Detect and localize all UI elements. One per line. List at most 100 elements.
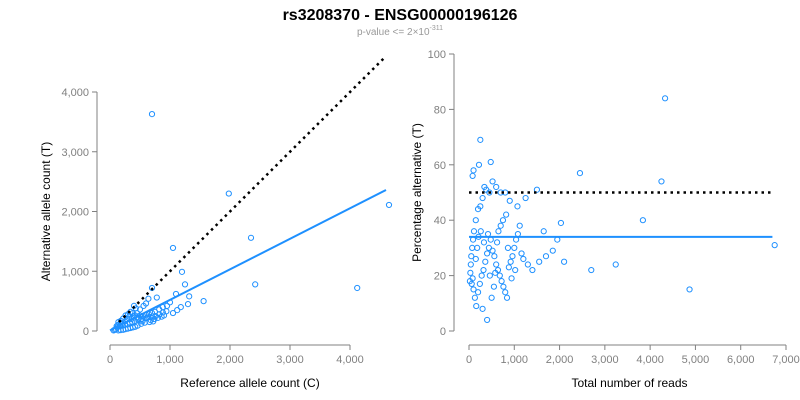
data-point [150,318,157,325]
data-point [561,258,568,265]
data-point [483,186,490,193]
x-tick-label: 6,000 [727,354,755,366]
data-point [148,309,156,317]
data-point [474,206,482,213]
data-point [495,228,502,235]
data-point [529,266,536,274]
y-tick-label: 3,000 [61,147,89,159]
data-point [476,280,483,288]
data-point [503,211,510,218]
data-point [152,312,159,320]
data-point [512,266,519,274]
data-point [473,302,480,310]
data-point [468,253,475,260]
data-point [612,261,619,268]
x-tick-label: 4,000 [336,354,364,366]
x-axis-label: Reference allele count (C) [180,376,319,390]
data-point [505,264,512,271]
fit-line [109,189,387,332]
y-tick-label: 4,000 [61,87,89,99]
data-point [470,167,477,174]
data-point [469,275,476,282]
x-tick-label: 0 [466,354,472,366]
data-point [540,228,547,235]
data-point [509,253,516,260]
data-point [385,201,393,209]
data-point [471,294,478,301]
data-point [489,178,496,185]
data-point [163,308,170,315]
data-point [177,304,184,311]
data-point [252,281,259,288]
data-point [491,253,498,260]
data-point [467,261,474,268]
subtitle-exponent: -311 [430,25,444,32]
data-point [533,186,541,193]
data-point [493,261,500,268]
x-tick-label: 5,000 [682,354,710,366]
data-point [502,289,509,296]
y-tick-label: 20 [434,271,446,283]
data-point [469,172,476,179]
data-point [484,316,491,324]
data-point [247,234,255,241]
data-point [140,302,147,310]
y-tick-label: 2,000 [61,207,89,219]
data-point [686,286,693,293]
y-axis-label: Percentage alternative (T) [410,123,424,262]
scatter-panel-percentage: 0 1,000 2,000 3,000 4,000 5,000 6,000 7,000 Tota… [410,49,800,390]
data-point [159,309,166,316]
data-point [174,306,181,314]
x-tick-label: 3,000 [591,354,619,366]
x-tick-label: 2,000 [216,354,244,366]
x-axis-label: Total number of reads [571,376,687,390]
data-point [520,255,527,263]
data-point [469,244,476,251]
data-point [184,301,192,308]
data-point [478,272,485,279]
y-tick-label: 0 [440,326,446,338]
x-tick-label: 1,000 [156,354,184,366]
data-point [516,222,523,229]
figure-subtitle: p-value <= 2×10-311 [357,25,443,38]
data-point [557,219,565,227]
data-point [482,258,489,265]
data-point [480,266,487,274]
reference-line [118,55,387,323]
data-point [186,293,193,300]
data-point [496,272,503,279]
x-tick-label: 2,000 [546,354,574,366]
data-point [507,258,514,265]
figure-title: rs3208370 - ENSG00000196126 [283,7,518,24]
y-tick-label: 1,000 [61,266,89,278]
data-point [480,239,488,246]
data-point [488,294,495,301]
data-point [477,136,484,143]
data-point [472,255,479,263]
data-point [470,228,478,235]
data-point [474,289,482,296]
data-point [536,258,543,265]
data-point [508,275,515,282]
data-point [467,269,474,276]
data-point [146,318,153,326]
y-axis-label: Alternative allele count (T) [39,142,53,281]
data-point [524,261,531,268]
data-point [153,294,160,301]
data-point [497,222,504,229]
data-point [522,194,529,202]
y-tick-label: 100 [428,49,446,61]
data-point [487,158,494,166]
data-point [472,217,479,224]
data-point [518,250,525,257]
data-point [661,95,669,102]
data-point [506,197,513,204]
data-point [169,309,177,317]
data-point [549,247,556,254]
data-point [479,194,486,202]
data-point [490,283,498,290]
data-point [169,244,177,252]
data-point [542,253,550,260]
y-tick-label: 60 [434,160,446,172]
data-point [492,269,499,276]
